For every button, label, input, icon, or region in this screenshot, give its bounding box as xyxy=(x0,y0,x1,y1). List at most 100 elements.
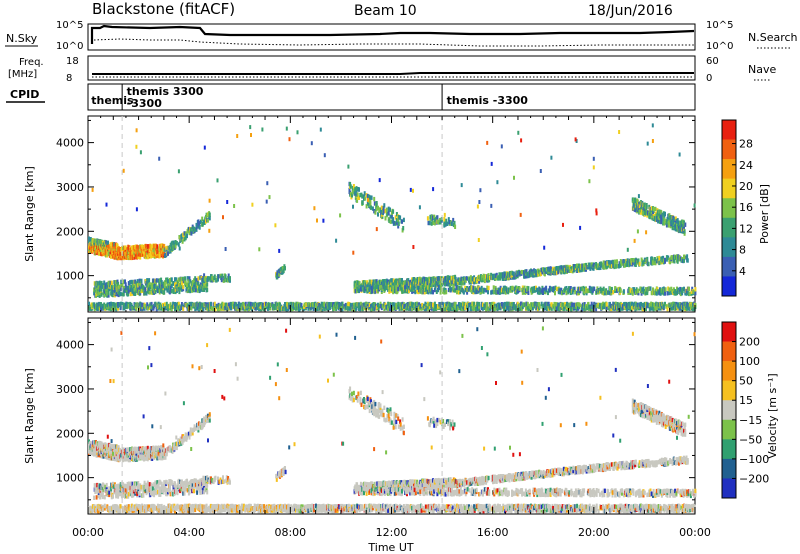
power-cell xyxy=(323,302,326,308)
power-colorbar-swatch-8 xyxy=(722,276,736,297)
power-cell xyxy=(438,217,441,223)
power-cell xyxy=(129,291,132,297)
power-cell xyxy=(313,206,316,211)
power-cell xyxy=(653,291,656,296)
power-cell xyxy=(435,289,438,294)
power-cell xyxy=(624,263,627,268)
power-cell xyxy=(479,188,482,193)
power-cell xyxy=(674,255,677,260)
power-cell xyxy=(179,282,182,288)
power-cell xyxy=(433,218,436,223)
power-cell xyxy=(652,206,655,212)
power-cell xyxy=(677,220,680,225)
power-cell xyxy=(184,276,187,281)
power-cell xyxy=(521,290,524,295)
power-cell xyxy=(446,221,449,226)
power-cell xyxy=(473,279,476,285)
power-cell xyxy=(112,254,114,259)
power-cell xyxy=(184,283,187,288)
power-cell xyxy=(525,274,528,279)
power-cell xyxy=(615,264,618,269)
power-cell xyxy=(462,290,465,295)
power-cell xyxy=(665,223,668,228)
power-cell xyxy=(188,276,191,281)
power-cell xyxy=(115,282,118,287)
power-cell xyxy=(155,278,158,283)
power-cell xyxy=(158,282,161,287)
power-cell xyxy=(174,244,177,249)
power-cell xyxy=(409,285,412,290)
power-cell xyxy=(661,290,664,295)
power-cell xyxy=(595,208,598,213)
power-cell xyxy=(358,187,360,192)
power-cell xyxy=(623,301,626,307)
power-cell xyxy=(446,301,449,306)
power-cell xyxy=(196,288,199,293)
nave-tick-bottom: 0 xyxy=(706,73,712,84)
power-cell xyxy=(162,302,164,308)
power-cell xyxy=(432,302,434,307)
power-cell xyxy=(640,286,642,292)
nsky-tick-bottom: 10^0 xyxy=(56,41,83,52)
power-cell xyxy=(359,192,362,198)
power-cell xyxy=(368,194,371,199)
power-cell xyxy=(610,286,613,292)
power-ylabel: Slant Range [km] xyxy=(23,166,36,262)
power-cell xyxy=(561,302,563,307)
power-cell xyxy=(658,260,661,266)
power-cell xyxy=(434,284,437,290)
power-cell xyxy=(178,289,181,295)
power-cell xyxy=(127,288,130,293)
power-cell xyxy=(210,301,212,307)
power-cell xyxy=(641,306,644,312)
power-cell xyxy=(664,291,666,296)
power-cell xyxy=(545,288,548,293)
velocity-cell xyxy=(88,439,90,444)
power-cell xyxy=(322,218,325,223)
power-cell xyxy=(437,287,439,293)
power-cell xyxy=(616,288,618,293)
power-cell xyxy=(573,264,575,269)
power-cell xyxy=(218,306,221,312)
power-cell xyxy=(613,264,616,270)
power-cell xyxy=(411,284,414,290)
power-cell xyxy=(194,302,197,307)
power-cell xyxy=(552,286,555,291)
power-cell xyxy=(135,144,138,149)
power-cell xyxy=(163,290,166,295)
power-cell xyxy=(645,290,647,295)
nsky-trace xyxy=(90,24,695,44)
power-cell xyxy=(434,278,437,283)
power-cell xyxy=(149,302,152,307)
power-cell xyxy=(276,270,279,275)
power-cell xyxy=(649,286,652,291)
power-cell xyxy=(146,289,149,294)
power-cell xyxy=(645,287,647,292)
power-cell xyxy=(163,280,166,285)
power-cell xyxy=(473,277,476,282)
power-cell xyxy=(640,209,643,214)
power-cell xyxy=(523,285,526,290)
power-cell xyxy=(363,194,365,199)
power-cell xyxy=(266,302,269,308)
power-cell xyxy=(645,306,647,311)
power-cell xyxy=(129,280,132,285)
nsearch-tick-bottom: 10^0 xyxy=(706,41,733,52)
power-cell xyxy=(133,287,136,292)
power-cell xyxy=(163,286,166,291)
power-cell xyxy=(261,127,264,132)
power-cell xyxy=(119,291,122,297)
freq-label-line1: Freq. xyxy=(19,57,44,68)
power-cell xyxy=(135,281,138,286)
power-cell xyxy=(296,130,299,135)
power-cell xyxy=(538,290,541,295)
power-cell xyxy=(668,290,671,296)
power-cell xyxy=(637,194,640,199)
power-cell xyxy=(538,269,541,275)
power-cell xyxy=(91,248,94,253)
power-cell xyxy=(645,230,648,235)
power-cell xyxy=(93,287,96,292)
power-cell xyxy=(356,287,359,292)
power-cell xyxy=(651,290,654,296)
power-cell xyxy=(137,254,140,259)
